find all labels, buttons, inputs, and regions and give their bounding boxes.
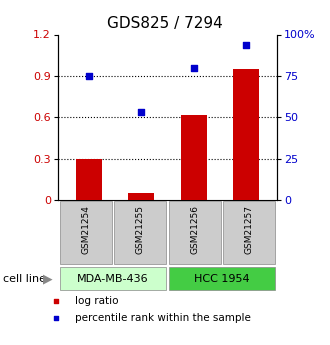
Point xyxy=(54,316,59,321)
Text: GSM21254: GSM21254 xyxy=(82,205,90,254)
Bar xyxy=(233,69,259,200)
Text: ▶: ▶ xyxy=(43,272,53,285)
Text: percentile rank within the sample: percentile rank within the sample xyxy=(75,314,251,323)
Point xyxy=(86,73,92,79)
Text: cell line: cell line xyxy=(3,274,46,284)
Text: MDA-MB-436: MDA-MB-436 xyxy=(77,274,149,284)
Bar xyxy=(76,159,102,200)
Bar xyxy=(169,267,275,290)
Text: GSM21257: GSM21257 xyxy=(245,205,253,254)
Bar xyxy=(60,201,112,264)
Text: GDS825 / 7294: GDS825 / 7294 xyxy=(107,16,223,30)
Point xyxy=(243,42,248,48)
Bar xyxy=(60,267,166,290)
Point xyxy=(54,298,59,304)
Bar xyxy=(114,201,166,264)
Text: HCC 1954: HCC 1954 xyxy=(194,274,249,284)
Bar xyxy=(223,201,275,264)
Bar xyxy=(169,201,221,264)
Bar xyxy=(128,193,154,200)
Point xyxy=(191,65,196,70)
Text: GSM21255: GSM21255 xyxy=(136,205,145,254)
Text: log ratio: log ratio xyxy=(75,296,118,306)
Bar xyxy=(181,115,207,200)
Point xyxy=(139,110,144,115)
Text: GSM21256: GSM21256 xyxy=(190,205,199,254)
